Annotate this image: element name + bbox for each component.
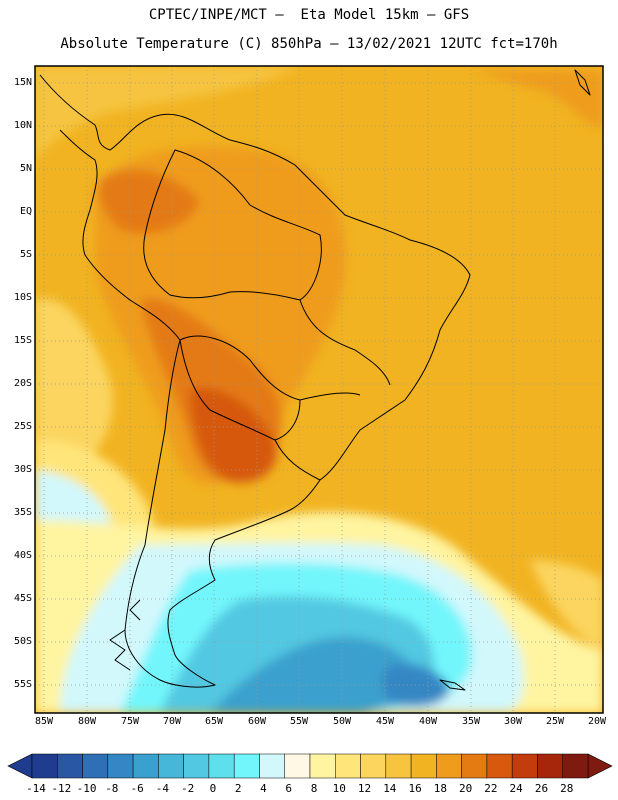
colorbar-label: -8 [105,782,119,795]
colorbar-swatch [132,753,159,779]
lat-label: 20S [13,378,32,389]
colorbar-swatch [436,753,462,779]
colorbar-swatch [461,753,488,779]
lat-label: 5N [19,163,32,174]
lat-label: 10S [13,292,32,303]
lat-label: 45S [13,593,32,604]
colorbar-label: 28 [560,782,574,795]
colorbar-swatch [284,753,311,779]
colorbar-label: 16 [408,782,422,795]
colorbar-label: 18 [433,782,447,795]
colorbar-swatch [158,753,184,779]
lon-label: 80W [77,716,97,727]
header-line-1: CPTEC/INPE/MCT – Eta Model 15km – GFS [148,7,470,23]
lon-label: 60W [247,716,267,727]
colorbar-label: 26 [534,782,549,795]
lat-label: 30S [13,464,32,475]
colorbar-label: 12 [357,782,372,795]
lon-label: 65W [204,716,224,727]
lat-label: EQ [19,206,32,217]
colorbar-label: -14 [26,782,46,795]
lon-label: 30W [503,716,523,727]
colorbar-swatch [511,753,538,779]
lon-label: 70W [162,716,182,727]
lat-label: 55S [13,679,32,690]
colorbar-label: -6 [130,782,144,795]
lon-label: 55W [289,716,309,727]
colorbar-label: 2 [234,782,242,795]
colorbar-swatch [57,753,83,779]
lat-label: 5S [19,249,32,260]
colorbar [7,753,613,779]
colorbar-label: 22 [484,782,498,795]
colorbar-swatch [107,753,134,779]
colorbar-label: 14 [383,782,397,795]
graticule [35,66,603,713]
colorbar-label: 8 [310,782,318,795]
colorbar-swatch [233,753,260,779]
colorbar-label: 20 [459,782,473,795]
temperature-field [35,66,603,713]
colorbar-swatch [31,753,58,779]
colorbar-swatch [259,753,285,779]
colorbar-swatch [335,753,361,779]
colorbar-arrow-left [7,753,33,779]
lon-label: 20W [587,716,607,727]
coastlines [39,69,591,691]
colorbar-swatch [208,753,235,779]
colorbar-swatch [360,753,387,779]
lat-label: 50S [13,636,32,647]
map-frame [34,65,604,714]
colorbar-label: 24 [509,782,523,795]
colorbar-label: -12 [51,782,72,795]
colorbar-swatch [486,753,513,779]
lat-label: 10N [13,120,32,131]
header-line-2: Absolute Temperature (C) 850hPa – 13/02/… [60,36,558,52]
colorbar-swatch [183,753,210,779]
colorbar-swatch [562,753,589,779]
colorbar-swatch [309,753,336,779]
colorbar-label: -10 [76,782,97,795]
colorbar-label: -4 [155,782,169,795]
lon-label: 75W [120,716,140,727]
colorbar-arrow-right [587,753,613,779]
colorbar-swatch [385,753,412,779]
colorbar-swatch [82,753,109,779]
colorbar-label: 6 [285,782,293,795]
colorbar-swatch [410,753,437,779]
lon-label: 35W [461,716,481,727]
colorbar-label: -2 [181,782,195,795]
colorbar-label: 0 [209,782,217,795]
lat-label: 25S [13,421,32,432]
lon-label: 25W [545,716,565,727]
lon-label: 45W [375,716,395,727]
colorbar-label: 10 [332,782,346,795]
colorbar-label: 4 [260,782,267,795]
lat-label: 15N [13,77,32,88]
colorbar-swatch [537,753,563,779]
lat-label: 15S [13,335,32,346]
lat-label: 40S [13,550,32,561]
lon-label: 40W [418,716,438,727]
lon-label: 50W [332,716,352,727]
lon-label: 85W [34,716,54,727]
lat-label: 35S [13,507,32,518]
